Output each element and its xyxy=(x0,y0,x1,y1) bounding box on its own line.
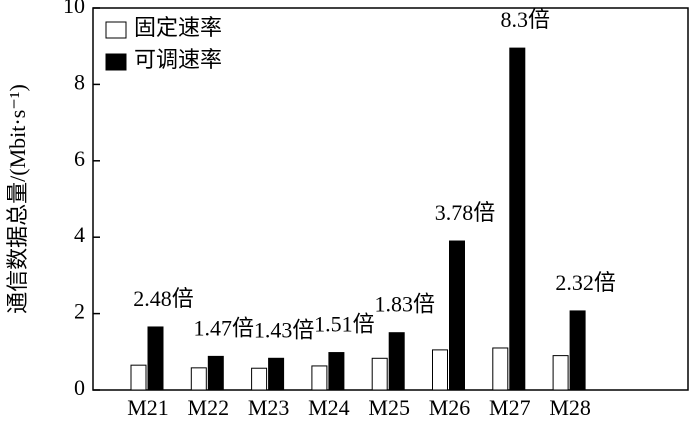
x-tick-label: M21 xyxy=(127,395,169,420)
bar xyxy=(251,367,268,391)
y-tick-label: 4 xyxy=(74,222,85,247)
annotation: 1.47倍 xyxy=(194,315,255,340)
annotation: 2.32倍 xyxy=(555,270,616,295)
bar xyxy=(147,326,164,391)
bar xyxy=(449,240,465,391)
x-tick-label: M28 xyxy=(549,395,591,420)
annotation: 3.78倍 xyxy=(435,200,496,225)
bar xyxy=(190,367,207,391)
bar xyxy=(569,310,586,391)
bar xyxy=(311,365,328,391)
y-tick-label: 0 xyxy=(74,375,85,400)
legend-label: 固定速率 xyxy=(134,15,222,40)
annotation: 2.48倍 xyxy=(133,286,194,311)
bar xyxy=(207,355,224,391)
annotation: 8.3倍 xyxy=(501,7,551,32)
x-tick-label: M24 xyxy=(308,395,350,420)
x-tick-label: M25 xyxy=(368,395,410,420)
annotation: 1.83倍 xyxy=(374,292,435,317)
x-tick-label: M23 xyxy=(248,395,290,420)
bar xyxy=(130,364,147,391)
y-tick-label: 10 xyxy=(63,0,85,18)
bar xyxy=(268,357,285,391)
bar xyxy=(388,332,405,391)
bar xyxy=(432,349,448,391)
annotation: 1.51倍 xyxy=(314,312,375,337)
bar xyxy=(509,47,526,391)
y-tick-label: 2 xyxy=(74,299,85,324)
bar xyxy=(328,352,345,391)
annotation: 1.43倍 xyxy=(254,317,315,342)
x-tick-label: M26 xyxy=(429,395,471,420)
legend-swatch xyxy=(105,21,127,39)
y-axis-label: 通信数据总量/(Mbit·s⁻¹) xyxy=(5,84,30,314)
legend-label: 可调速率 xyxy=(134,47,222,72)
y-tick-label: 8 xyxy=(74,69,85,94)
bar xyxy=(371,357,388,391)
x-tick-label: M22 xyxy=(188,395,230,420)
x-tick-label: M27 xyxy=(489,395,531,420)
y-tick-label: 6 xyxy=(74,146,85,171)
bar xyxy=(552,355,569,391)
bar xyxy=(492,347,509,391)
legend-swatch xyxy=(105,53,127,71)
